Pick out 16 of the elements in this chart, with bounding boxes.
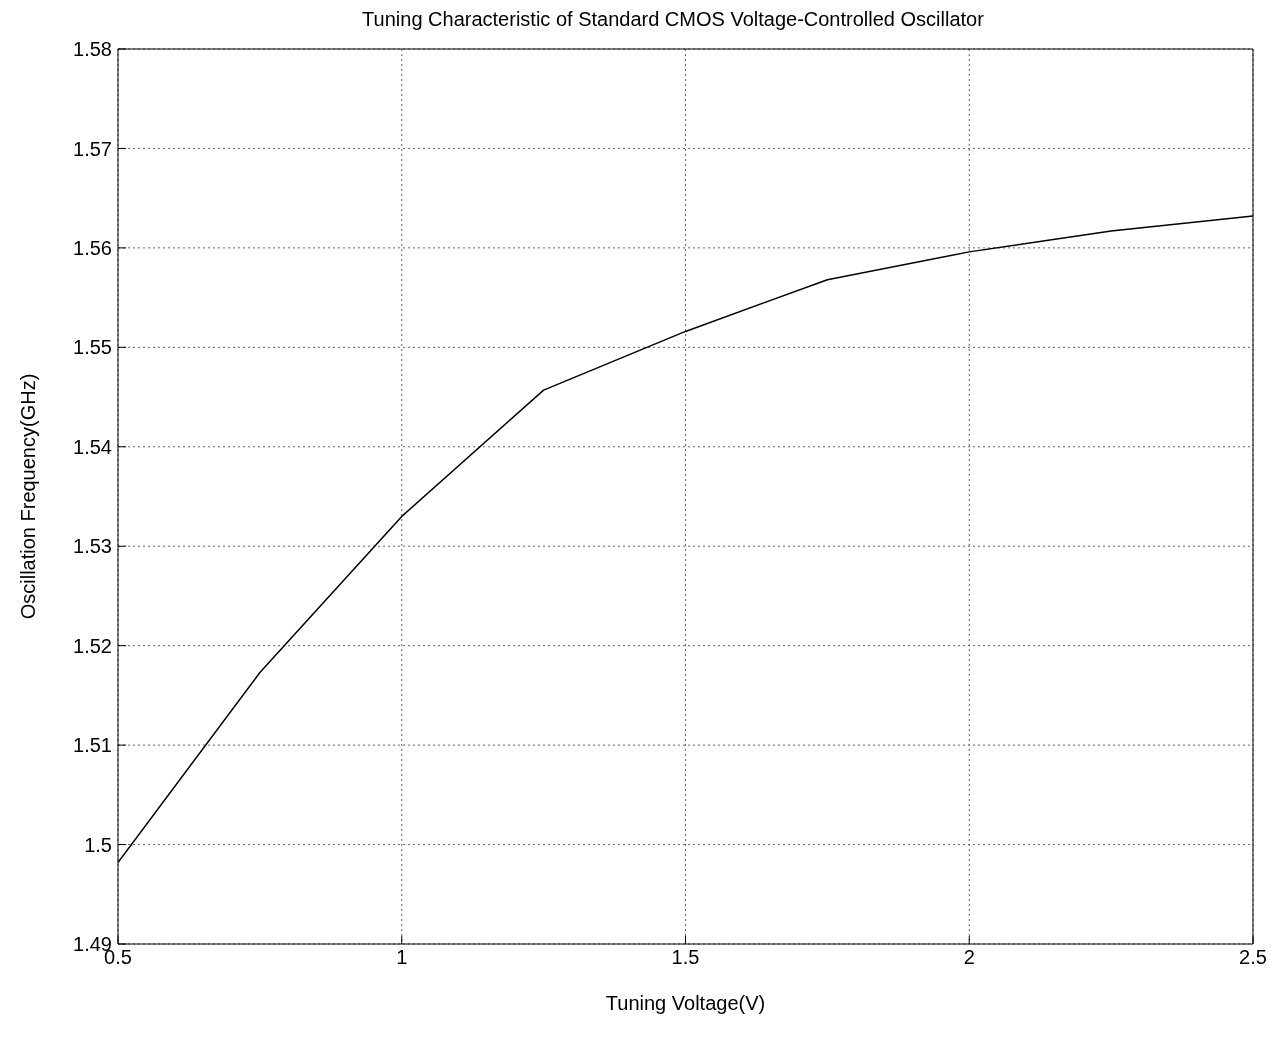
x-tick-label: 1.5: [671, 946, 700, 969]
y-tick-label: 1.54: [73, 435, 112, 458]
y-tick-label: 1.52: [73, 634, 112, 657]
y-tick-label: 1.51: [73, 734, 112, 757]
y-tick-label: 1.5: [84, 833, 112, 856]
y-tick-label: 1.55: [73, 336, 112, 359]
y-tick-label: 1.53: [73, 535, 112, 558]
x-axis-title: Tuning Voltage(V): [605, 992, 766, 1014]
x-tick-label: 1: [396, 946, 408, 969]
y-tick-label: 1.56: [73, 236, 112, 259]
y-axis-title: Oscillation Frequency(GHz): [17, 373, 40, 620]
y-tick-label: 1.57: [73, 137, 112, 160]
x-tick-label: 2: [963, 946, 975, 969]
y-tick-label: 1.58: [73, 38, 112, 61]
chart-title: Tuning Characteristic of Standard CMOS Voltage-Controlled Oscillator: [361, 8, 985, 32]
x-tick-label: 2.5: [1239, 946, 1267, 969]
